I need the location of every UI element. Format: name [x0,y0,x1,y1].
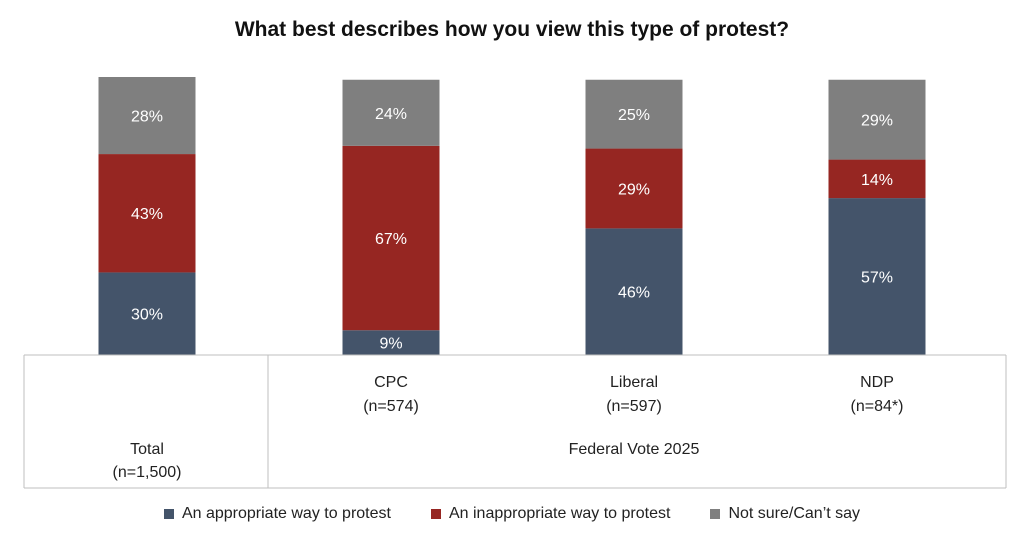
legend-item-appropriate: An appropriate way to protest [163,505,391,523]
legend-label-not-sure: Not sure/Can’t say [728,505,861,522]
data-label-appropriate-4: 57% [861,270,893,287]
data-label-inappropriate-2: 67% [375,231,407,248]
category-labels-group: CPC (n=574) Liberal (n=597) NDP (n=84*) [363,374,903,415]
category-label-4-line1: NDP [860,374,894,391]
data-label-inappropriate-1: 43% [131,206,163,223]
bar-not-sure-1 [98,77,196,155]
total-group-label: Total [130,441,164,458]
legend-item-not-sure: Not sure/Can’t say [710,505,860,523]
data-label-inappropriate-3: 29% [618,181,650,198]
data-label-appropriate-1: 30% [131,307,163,324]
data-label-not-sure-2: 24% [375,106,407,123]
bar-inappropriate-2 [342,145,440,331]
category-label-4-line2: (n=84*) [851,398,904,415]
data-label-not-sure-4: 29% [861,113,893,130]
legend: An appropriate way to protest An inapprop… [0,505,1024,523]
bar-inappropriate-4 [828,159,926,199]
data-label-appropriate-2: 9% [379,336,402,353]
bar-appropriate-3 [585,228,683,355]
data-label-appropriate-3: 46% [618,285,650,302]
bars-group: 30% 43% 28% 9% 67% 24% 46% 29% 25% 57% 14% 29% [98,77,926,355]
legend-swatch-not-sure [710,509,721,519]
total-group-sample: (n=1,500) [113,464,182,481]
data-label-not-sure-1: 28% [131,109,163,126]
bar-appropriate-2 [342,330,440,355]
legend-label-inappropriate: An inappropriate way to protest [448,505,671,522]
data-label-not-sure-3: 25% [618,107,650,124]
bar-not-sure-3 [585,79,683,149]
category-label-2-line1: CPC [374,374,408,391]
legend-label-appropriate: An appropriate way to protest [181,505,391,522]
bar-appropriate-1 [98,272,196,355]
legend-swatch-appropriate [163,509,174,519]
category-label-2-line2: (n=574) [363,398,419,415]
category-label-3-line2: (n=597) [606,398,662,415]
category-axis-table [23,354,1007,489]
chart-title: What best describes how you view this ty… [234,18,790,41]
category-label-3-line1: Liberal [610,374,658,391]
bar-inappropriate-3 [585,148,683,229]
federal-vote-group-label: Federal Vote 2025 [569,441,700,458]
legend-swatch-inappropriate [430,509,441,519]
bar-not-sure-4 [828,79,926,160]
data-label-inappropriate-4: 14% [861,172,893,189]
legend-item-inappropriate: An inappropriate way to protest [430,505,671,523]
bar-inappropriate-1 [98,154,196,273]
bar-appropriate-4 [828,198,926,355]
bar-not-sure-2 [342,79,440,146]
